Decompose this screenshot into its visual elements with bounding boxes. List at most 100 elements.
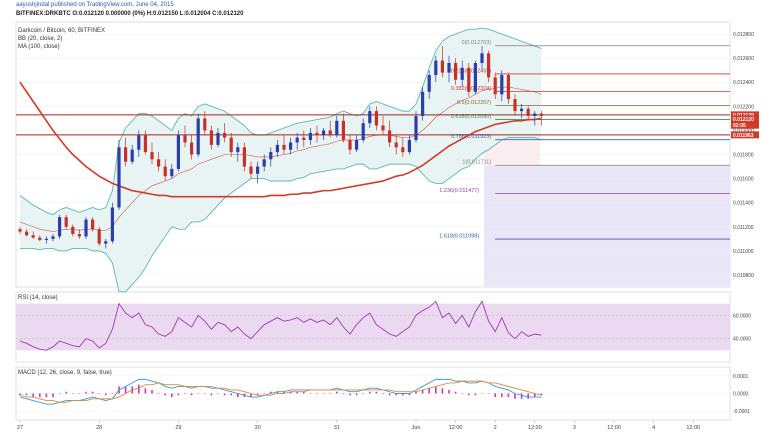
macd-histogram-bar — [342, 393, 345, 394]
time-tick-label: 3 — [573, 425, 576, 431]
bb-mid-line — [19, 86, 542, 232]
macd-histogram-bar — [105, 393, 107, 396]
candle-body — [421, 91, 425, 116]
price-tick-label: 0.011600 — [733, 177, 754, 183]
price-tick-label: 0.011800 — [733, 153, 754, 159]
macd-histogram-bar — [448, 389, 450, 394]
candle-body — [150, 152, 154, 160]
candle-body — [18, 229, 22, 232]
price-tag-label: 0.012120 — [733, 117, 754, 123]
macd-histogram-bar — [507, 393, 510, 398]
candle-body — [315, 132, 319, 136]
macd-histogram-bar — [177, 393, 180, 396]
candle-body — [539, 113, 543, 116]
macd-pane[interactable]: 0.0001 0.0000 -0.0001 — [16, 374, 750, 415]
macd-histogram-bar — [197, 393, 199, 394]
candle-body — [223, 132, 227, 138]
ma100-line — [19, 81, 542, 198]
bb-band-fill — [20, 28, 542, 292]
rsi-pane[interactable]: 60.0000 40.0000 — [16, 300, 751, 351]
macd-histogram-bar — [276, 391, 279, 394]
macd-histogram-bar — [501, 393, 503, 398]
macd-histogram-bar — [151, 389, 153, 394]
candle-body — [242, 147, 246, 167]
macd-histogram-bar — [263, 393, 265, 394]
macd-histogram-bar — [289, 391, 292, 394]
candle-body — [196, 118, 200, 155]
macd-histogram-bar — [534, 393, 536, 398]
macd-histogram-bar — [210, 393, 213, 396]
candle-body — [157, 159, 161, 167]
candle-body — [58, 217, 62, 237]
macd-histogram-bar — [52, 393, 54, 398]
fib-level-label: 0.236(0.012469) — [451, 68, 492, 74]
candle-body — [289, 142, 293, 150]
macd-histogram-bar — [487, 393, 490, 394]
candle-body — [130, 149, 134, 162]
price-tick-label: 0.012600 — [733, 56, 754, 62]
candle-body — [440, 60, 444, 73]
publisher-line[interactable]: aayushjindal published on TradingView.co… — [16, 2, 174, 8]
time-tick-label: 12:00 — [686, 425, 700, 431]
macd-histogram-bar — [283, 391, 285, 394]
bb-legend: BB (20, close, 2) — [18, 36, 62, 42]
fib-level-label: 1.236(0.011477) — [439, 188, 479, 194]
macd-histogram-bar — [435, 386, 437, 394]
macd-histogram-bar — [494, 393, 496, 398]
candle-body — [282, 144, 286, 150]
price-pane[interactable]: 0.0128000.0126000.0124000.0122000.012000… — [16, 27, 759, 293]
macd-histogram-bar — [329, 393, 331, 394]
candle-body — [308, 132, 312, 141]
candle-body — [71, 226, 75, 234]
candle-body — [473, 62, 477, 92]
candle-body — [183, 135, 187, 143]
macd-histogram-bar — [45, 393, 48, 398]
candle-body — [216, 132, 220, 145]
macd-line — [19, 378, 542, 405]
candle-body — [104, 241, 108, 244]
candle-body — [533, 113, 537, 116]
rsi-tick-label: 40.0000 — [733, 337, 751, 343]
macd-histogram-bar — [39, 393, 41, 398]
candle-body — [467, 67, 471, 92]
macd-histogram-bar — [138, 384, 140, 394]
time-tick-label: 12:00 — [607, 425, 621, 431]
candle-body — [394, 142, 398, 148]
fib-level-label: 0.618(0.012090) — [451, 114, 492, 120]
candle-body — [97, 229, 101, 244]
price-tick-label: 0.010800 — [733, 273, 754, 279]
fib-level-label: 0.382(0.012324) — [451, 86, 492, 92]
price-tick-label: 0.011200 — [733, 225, 754, 231]
rsi-tick-label: 60.0000 — [733, 313, 751, 319]
macd-histogram-bar — [164, 393, 166, 396]
candle-body — [401, 147, 405, 153]
candle-body — [447, 62, 451, 73]
candle-body — [236, 147, 240, 153]
macd-histogram-bar — [322, 393, 325, 394]
candle-body — [374, 111, 378, 126]
macd-histogram-bar — [415, 391, 417, 394]
macd-histogram-bar — [421, 389, 424, 394]
candle-body — [38, 237, 42, 241]
candle-body — [77, 234, 81, 237]
candle-body — [117, 147, 121, 208]
bb-lower-line — [20, 137, 542, 293]
candle-body — [328, 130, 332, 136]
projection-zone-right — [484, 165, 730, 287]
candle-body — [91, 219, 95, 230]
macd-histogram-bar — [355, 393, 358, 396]
macd-histogram-bar — [111, 393, 114, 394]
candle-body — [368, 111, 372, 124]
candle-body — [163, 166, 167, 177]
candle-body — [414, 115, 418, 141]
macd-histogram-bar — [217, 393, 219, 394]
candle-body — [203, 118, 207, 131]
price-tick-label: 0.011400 — [733, 201, 754, 207]
macd-histogram-bar — [336, 391, 338, 394]
candle-body — [493, 77, 497, 95]
macd-histogram-bar — [309, 393, 312, 394]
bb-upper-line — [19, 27, 542, 216]
macd-histogram-bar — [454, 391, 457, 394]
macd-histogram-bar — [316, 393, 318, 394]
